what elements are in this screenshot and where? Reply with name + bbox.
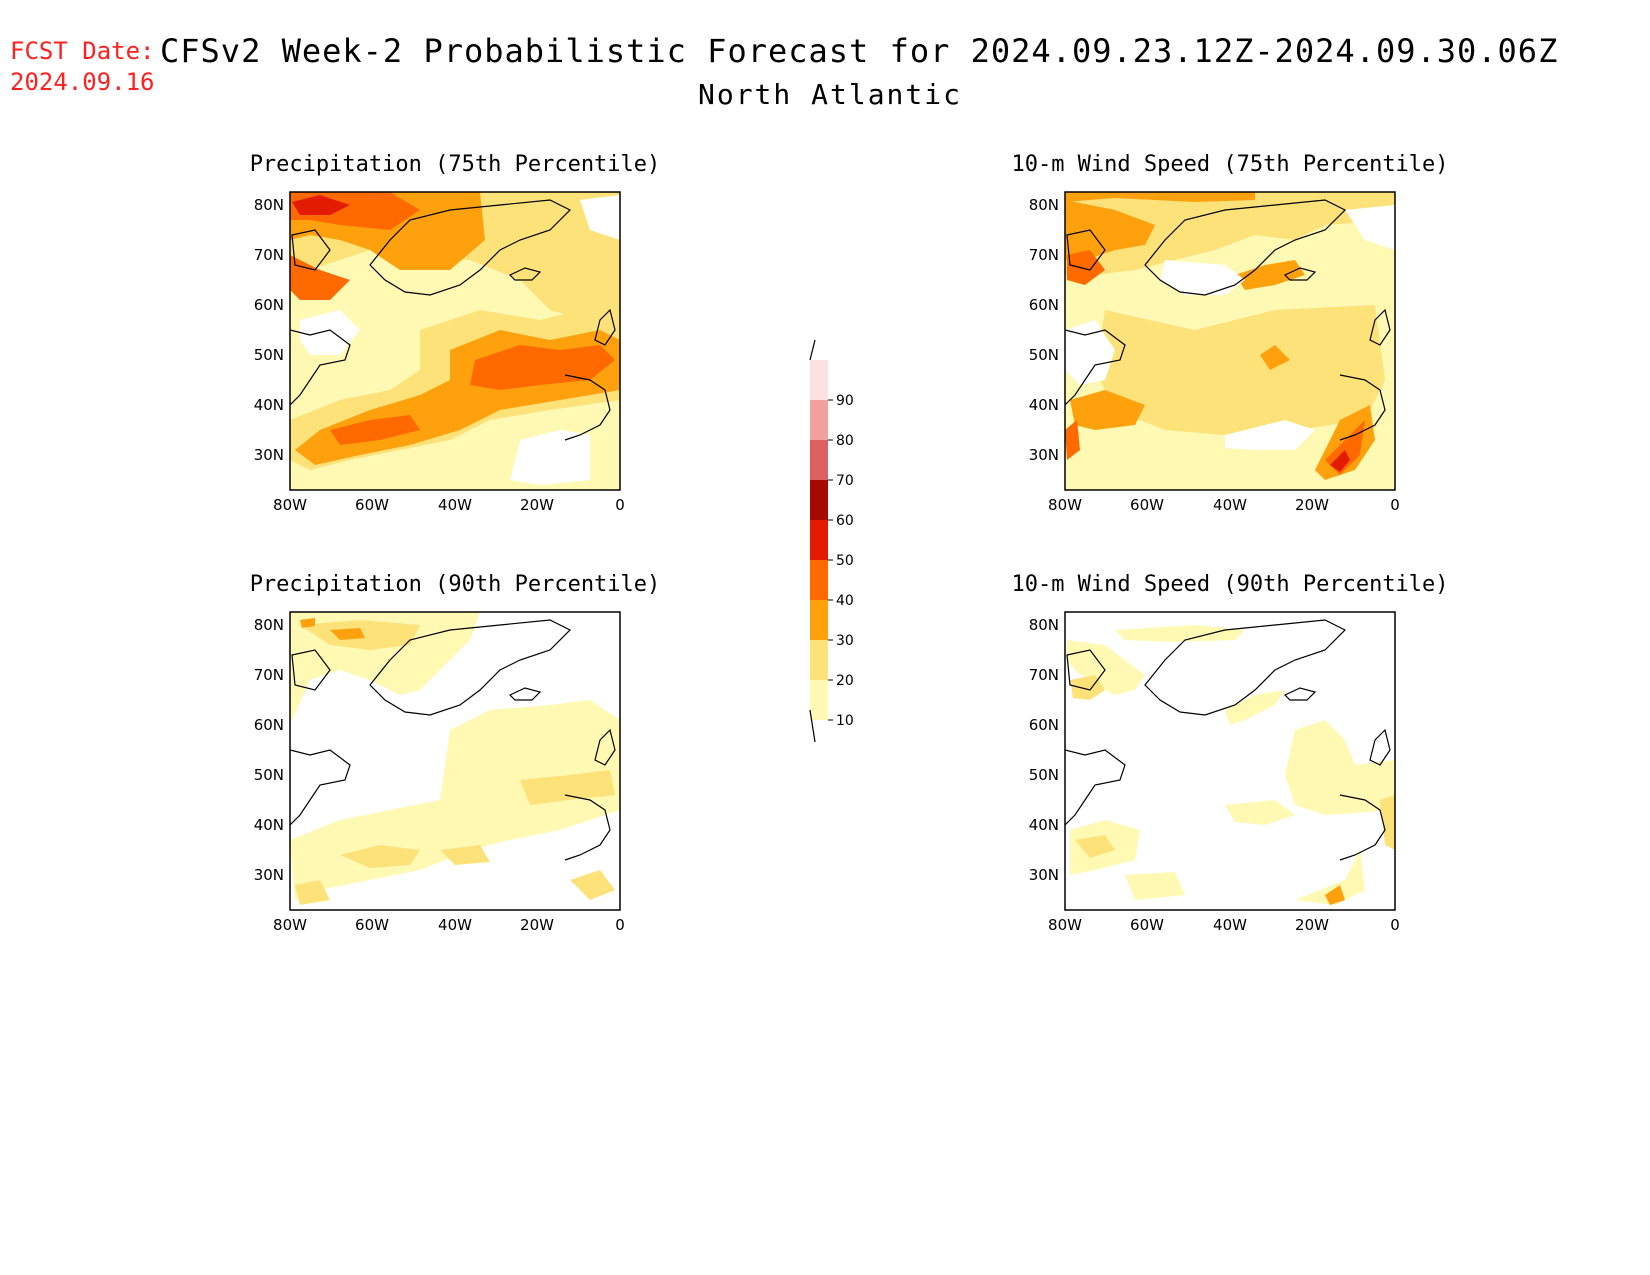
lat-label-80n: 80N [254, 616, 284, 634]
lat-label-50n: 50N [1029, 346, 1059, 364]
lat-label-60n: 60N [254, 296, 284, 314]
panel-title-precip90: Precipitation (90th Percentile) [249, 572, 661, 597]
lon-label-40w: 40W [1213, 916, 1247, 934]
lat-label-60n: 60N [254, 716, 284, 734]
colorbar-box [810, 440, 828, 480]
lon-label-80w: 80W [1048, 496, 1082, 514]
region-subtitle: North Atlantic [697, 78, 962, 111]
lon-label-0: 0 [1390, 496, 1400, 514]
map-wind75: 80N 70N 60N 50N 40N 30N 80W 60W 40W 20W … [1029, 191, 1400, 514]
colorbar-box [810, 360, 828, 400]
lat-label-40n: 40N [1029, 816, 1059, 834]
lat-tick-labels: 80N 70N 60N 50N 40N 30N [254, 196, 284, 464]
lat-label-80n: 80N [1029, 196, 1059, 214]
lon-label-60w: 60W [1130, 916, 1164, 934]
lon-label-20w: 20W [1295, 496, 1329, 514]
map-precip90: 80N 70N 60N 50N 40N 30N 80W 60W 40W 20W … [254, 611, 625, 934]
colorbar-bottom-arrow [809, 709, 816, 743]
colorbar-label: 80 [836, 433, 854, 449]
lon-label-20w: 20W [520, 496, 554, 514]
lon-tick-labels: 80W 60W 40W 20W 0 [273, 496, 625, 514]
lon-label-80w: 80W [273, 496, 307, 514]
forecast-date: FCST Date: 2024.09.16 [10, 36, 155, 98]
lat-label-70n: 70N [254, 246, 284, 264]
colorbar-label: 20 [836, 673, 854, 689]
lon-label-0: 0 [615, 496, 625, 514]
colorbar-label: 30 [836, 633, 854, 649]
lat-label-40n: 40N [254, 816, 284, 834]
colorbar-box [810, 680, 828, 720]
panel-title-wind75: 10-m Wind Speed (75th Percentile) [1011, 152, 1449, 177]
colorbar-box [810, 640, 828, 680]
colorbar-label: 50 [836, 553, 854, 569]
lat-label-60n: 60N [1029, 296, 1059, 314]
colorbar-label: 90 [836, 393, 854, 409]
lon-label-40w: 40W [1213, 496, 1247, 514]
lon-label-60w: 60W [355, 496, 389, 514]
colorbar: 10 20 30 40 50 60 70 80 90 [809, 339, 854, 743]
lon-label-40w: 40W [438, 916, 472, 934]
colorbar-labels: 10 20 30 40 50 60 70 80 90 [836, 393, 854, 729]
colorbar-box [810, 560, 828, 600]
lat-label-30n: 30N [1029, 446, 1059, 464]
colorbar-box [810, 480, 828, 520]
panel-title-precip75: Precipitation (75th Percentile) [249, 152, 661, 177]
lon-label-80w: 80W [273, 916, 307, 934]
lon-label-40w: 40W [438, 496, 472, 514]
colorbar-boxes [810, 360, 833, 721]
lat-label-40n: 40N [254, 396, 284, 414]
lat-label-30n: 30N [1029, 866, 1059, 884]
lon-label-60w: 60W [1130, 496, 1164, 514]
lat-label-50n: 50N [254, 346, 284, 364]
lon-label-60w: 60W [355, 916, 389, 934]
main-title: CFSv2 Week-2 Probabilistic Forecast for … [160, 32, 1559, 70]
lon-tick-labels: 80W 60W 40W 20W 0 [1048, 496, 1400, 514]
lat-label-80n: 80N [1029, 616, 1059, 634]
forecast-date-label: FCST Date: [10, 37, 155, 65]
colorbar-box [810, 600, 828, 640]
colorbar-box [810, 400, 828, 440]
lat-label-70n: 70N [1029, 666, 1059, 684]
lat-label-40n: 40N [1029, 396, 1059, 414]
colorbar-box [810, 520, 828, 560]
map-wind90: 80N 70N 60N 50N 40N 30N 80W 60W 40W 20W … [1029, 611, 1400, 934]
forecast-date-value: 2024.09.16 [10, 68, 155, 96]
lat-label-80n: 80N [254, 196, 284, 214]
colorbar-label: 70 [836, 473, 854, 489]
lon-label-0: 0 [615, 916, 625, 934]
lat-label-70n: 70N [1029, 246, 1059, 264]
colorbar-top-arrow [809, 339, 816, 361]
lat-tick-labels: 80N 70N 60N 50N 40N 30N [1029, 616, 1059, 884]
lon-label-0: 0 [1390, 916, 1400, 934]
lon-tick-labels: 80W 60W 40W 20W 0 [273, 916, 625, 934]
lon-label-80w: 80W [1048, 916, 1082, 934]
lon-label-20w: 20W [520, 916, 554, 934]
panel-title-wind90: 10-m Wind Speed (90th Percentile) [1011, 572, 1449, 597]
lat-label-50n: 50N [1029, 766, 1059, 784]
colorbar-label: 40 [836, 593, 854, 609]
lat-tick-labels: 80N 70N 60N 50N 40N 30N [254, 616, 284, 884]
map-precip75: 80N 70N 60N 50N 40N 30N 80W 60W 40W 20W … [254, 191, 625, 514]
colorbar-label: 60 [836, 513, 854, 529]
lat-label-30n: 30N [254, 866, 284, 884]
lon-tick-labels: 80W 60W 40W 20W 0 [1048, 916, 1400, 934]
colorbar-label: 10 [836, 713, 854, 729]
lat-tick-labels: 80N 70N 60N 50N 40N 30N [1029, 196, 1059, 464]
lat-label-70n: 70N [254, 666, 284, 684]
lat-label-50n: 50N [254, 766, 284, 784]
lat-label-60n: 60N [1029, 716, 1059, 734]
lat-label-30n: 30N [254, 446, 284, 464]
lon-label-20w: 20W [1295, 916, 1329, 934]
